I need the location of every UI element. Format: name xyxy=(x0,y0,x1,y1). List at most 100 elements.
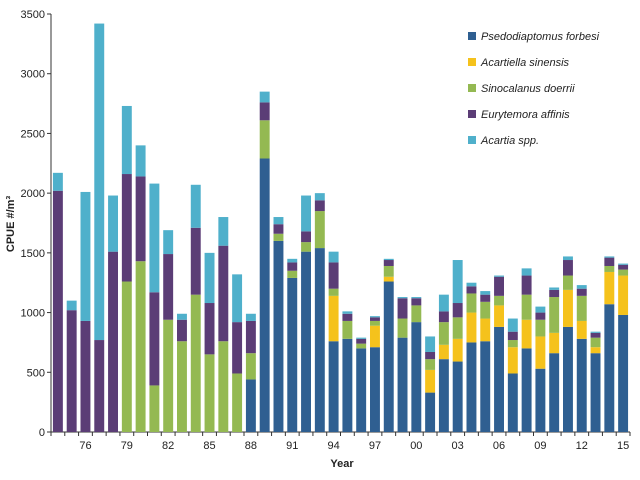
bar-segment xyxy=(411,305,422,323)
bar-segment xyxy=(328,341,339,432)
bar-segment xyxy=(480,318,491,342)
bar-segment xyxy=(204,252,215,304)
bar-segment xyxy=(507,331,518,341)
bar-segment xyxy=(80,320,91,432)
bar-segment xyxy=(314,193,325,201)
bar-segment xyxy=(411,298,422,306)
bar-segment xyxy=(287,270,298,278)
bar-segment xyxy=(480,294,491,302)
bar-segment xyxy=(163,230,174,255)
bar-segment xyxy=(301,231,311,243)
bar-segment xyxy=(397,318,408,338)
bar-segment xyxy=(480,291,491,295)
bar-segment xyxy=(273,224,284,234)
bar-segment xyxy=(301,251,311,432)
bar-segment xyxy=(590,353,601,432)
bar-segment xyxy=(438,344,449,360)
bar-segment xyxy=(328,288,339,296)
bar-segment xyxy=(494,295,504,306)
bar-segment xyxy=(121,281,132,432)
bar-segment xyxy=(618,314,629,432)
bar-segment xyxy=(576,295,587,321)
y-tick-label: 1000 xyxy=(21,308,45,320)
bar-segment xyxy=(149,385,160,432)
bar-segment xyxy=(425,351,436,360)
bar-segment xyxy=(466,293,477,313)
bar-segment xyxy=(245,320,256,354)
bars xyxy=(52,23,629,432)
y-tick-label: 1500 xyxy=(21,248,45,260)
legend-label: Eurytemora affinis xyxy=(481,109,570,121)
bar-segment xyxy=(480,301,491,319)
bar-segment xyxy=(66,310,77,432)
bar-segment xyxy=(425,336,436,352)
bar-segment xyxy=(507,340,518,348)
bar-segment xyxy=(397,297,408,299)
bar-segment xyxy=(108,195,118,252)
bar-segment xyxy=(452,260,463,304)
bar-segment xyxy=(287,262,298,271)
bar-segment xyxy=(135,261,146,432)
bar-segment xyxy=(438,294,449,312)
bar-segment xyxy=(438,359,449,432)
bar-segment xyxy=(356,343,367,349)
bar-segment xyxy=(507,373,518,432)
bar-segment xyxy=(190,184,201,228)
bar-segment xyxy=(563,256,573,261)
bar-segment xyxy=(576,288,587,296)
legend-swatch xyxy=(468,58,476,66)
bar-segment xyxy=(314,211,325,249)
bar-segment xyxy=(383,276,394,282)
bar-segment xyxy=(370,325,380,348)
bar-segment xyxy=(383,258,394,261)
bar-segment xyxy=(314,248,325,432)
bar-segment xyxy=(438,322,449,345)
bar-segment xyxy=(121,174,132,282)
bar-segment xyxy=(563,260,573,276)
bar-segment xyxy=(121,105,132,175)
bar-segment xyxy=(370,317,380,321)
bar-segment xyxy=(466,312,477,343)
bar-segment xyxy=(425,359,436,370)
bar-segment xyxy=(383,281,394,432)
bar-segment xyxy=(549,297,560,333)
bar-segment xyxy=(177,313,187,320)
bar-segment xyxy=(218,341,229,432)
bar-segment xyxy=(452,317,463,339)
bar-segment xyxy=(149,292,160,386)
bar-segment xyxy=(370,347,380,432)
bar-segment xyxy=(452,338,463,362)
bar-segment xyxy=(425,392,436,432)
bar-segment xyxy=(494,275,504,277)
legend-label: Psedodiaptomus forbesi xyxy=(481,31,600,43)
bar-segment xyxy=(94,340,105,432)
bar-segment xyxy=(80,191,91,321)
bar-segment xyxy=(604,265,615,272)
bar-segment xyxy=(370,320,380,326)
bar-segment xyxy=(535,368,546,432)
bar-segment xyxy=(549,332,560,354)
legend: Psedodiaptomus forbesi Acartiella sinensi… xyxy=(468,31,600,147)
bar-segment xyxy=(494,305,504,327)
x-tick-label: 03 xyxy=(452,440,464,452)
bar-segment xyxy=(480,341,491,432)
y-tick-label: 500 xyxy=(27,367,45,379)
bar-segment xyxy=(370,316,380,318)
x-tick-label: 79 xyxy=(121,440,133,452)
bar-segment xyxy=(535,319,546,337)
bar-segment xyxy=(328,295,339,342)
legend-swatch xyxy=(468,110,476,118)
bar-segment xyxy=(604,256,615,258)
bar-segment xyxy=(301,242,311,252)
bar-segment xyxy=(259,102,270,121)
x-tick-label: 97 xyxy=(369,440,381,452)
x-tick-label: 09 xyxy=(534,440,546,452)
x-tick-label: 82 xyxy=(162,440,174,452)
bar-segment xyxy=(549,287,560,290)
bar-segment xyxy=(163,319,174,432)
bar-segment xyxy=(549,289,560,298)
bar-segment xyxy=(204,354,215,432)
bar-segment xyxy=(466,286,477,294)
bar-segment xyxy=(342,320,353,339)
bar-segment xyxy=(563,275,573,290)
